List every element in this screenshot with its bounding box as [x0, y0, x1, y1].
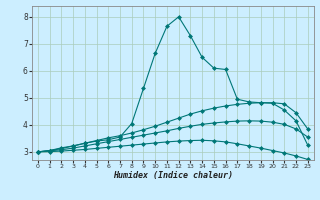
- X-axis label: Humidex (Indice chaleur): Humidex (Indice chaleur): [113, 171, 233, 180]
